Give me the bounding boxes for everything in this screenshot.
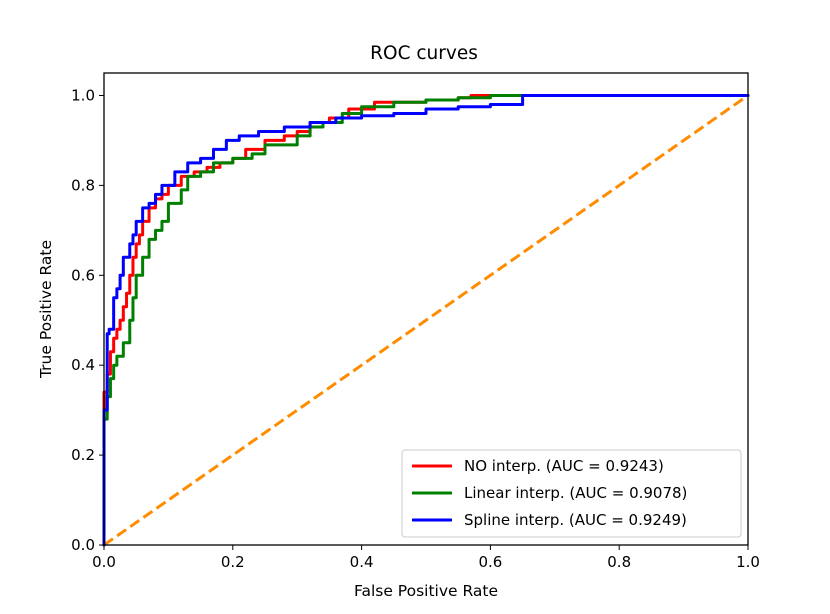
x-tick-label: 1.0 — [736, 553, 760, 571]
legend: NO interp. (AUC = 0.9243) Linear interp. … — [401, 449, 742, 538]
plot-frame — [103, 72, 749, 546]
legend-label-2: Spline interp. (AUC = 0.9249) — [464, 511, 687, 529]
series-line-0 — [102, 93, 750, 547]
x-tick-label: 0.2 — [221, 553, 245, 571]
chance-line — [103, 94, 749, 547]
y-tick-label: 0.0 — [71, 536, 95, 554]
chart-title: ROC curves — [370, 43, 478, 64]
y-axis: 0.0 0.2 0.4 0.6 0.8 1.0 — [71, 86, 104, 554]
y-axis-label: True Positive Rate — [37, 240, 55, 379]
x-tick-label: 0.0 — [92, 553, 116, 571]
legend-label-0: NO interp. (AUC = 0.9243) — [464, 457, 664, 475]
x-axis-label: False Positive Rate — [354, 582, 498, 600]
x-tick-label: 0.4 — [350, 553, 374, 571]
y-tick-label: 0.6 — [71, 266, 95, 284]
y-tick-label: 0.2 — [71, 446, 95, 464]
series-line-1 — [102, 93, 750, 547]
y-tick-label: 1.0 — [71, 86, 95, 104]
legend-box — [401, 449, 742, 538]
plot-area: 0.0 0.2 0.4 0.6 0.8 1.0 0.0 0.2 0.4 0.6 0.8 1.0 — [71, 72, 760, 571]
series-line-2 — [102, 93, 750, 547]
x-tick-label: 0.6 — [478, 553, 502, 571]
series-layer — [102, 93, 750, 547]
x-tick-label: 0.8 — [607, 553, 631, 571]
y-tick-label: 0.8 — [71, 176, 95, 194]
x-axis: 0.0 0.2 0.4 0.6 0.8 1.0 — [92, 545, 760, 571]
y-tick-label: 0.4 — [71, 356, 95, 374]
legend-label-1: Linear interp. (AUC = 0.9078) — [464, 484, 687, 502]
